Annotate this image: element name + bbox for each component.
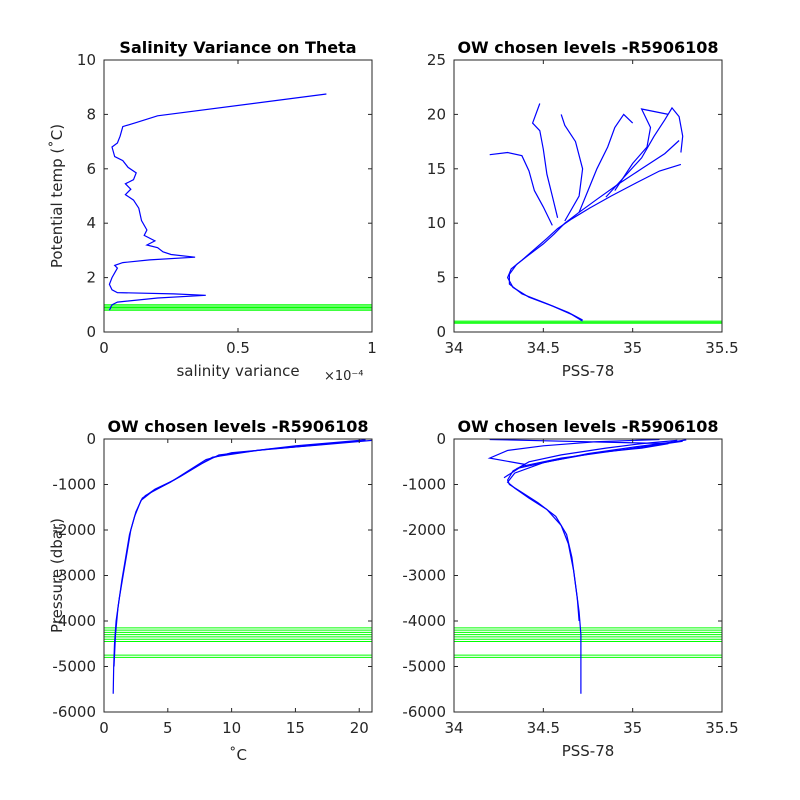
series-line (489, 151, 553, 226)
y-tick-label: -5000 (52, 658, 96, 676)
x-axis-label: ˚C (229, 746, 247, 764)
y-tick-label: -5000 (402, 658, 446, 676)
y-tick-label: -4000 (402, 612, 446, 630)
series-lines (112, 439, 373, 694)
panel-salinity-pressure: 34 34.5 35 35.5 -6000 -5000 -4000 -3000 -2000 -1… (402, 417, 738, 760)
x-tick-label: 34 (444, 719, 463, 737)
y-ticks: 0 5 10 15 20 25 (427, 51, 722, 341)
series-line (614, 108, 669, 191)
axes-box (453, 438, 723, 713)
series-line (487, 438, 660, 466)
x-ticks: 34 34.5 35 35.5 (444, 60, 739, 357)
series-line (531, 103, 559, 218)
hlines-chosen-levels (454, 320, 722, 324)
y-tick-label: 8 (86, 105, 96, 123)
x-ticks: 0 5 10 15 20 (99, 439, 369, 737)
x-tick-label: 0 (99, 719, 109, 737)
x-ticks: 0 0.5 1 (99, 60, 377, 357)
panel-salinity-theta: 34 34.5 35 35.5 0 5 10 15 20 25 OW chosen levels… (427, 38, 739, 380)
x-tick-label: 35.5 (705, 339, 738, 357)
y-tick-label: -3000 (52, 567, 96, 585)
y-tick-label: -1000 (52, 476, 96, 494)
y-tick-label: 25 (427, 51, 446, 69)
y-tick-label: 6 (86, 160, 96, 178)
y-ticks: -6000 -5000 -4000 -3000 -2000 -1000 0 (402, 430, 722, 721)
series-line (144, 439, 373, 497)
y-tick-label: -2000 (402, 521, 446, 539)
chart-title: OW chosen levels -R5906108 (457, 38, 718, 57)
x-tick-label: 1 (367, 339, 377, 357)
x-tick-label: 35 (623, 719, 642, 737)
series-line (605, 106, 684, 198)
y-tick-label: 5 (436, 269, 446, 287)
y-tick-label: -6000 (402, 703, 446, 721)
series-line (506, 439, 678, 694)
y-tick-label: 15 (427, 160, 446, 178)
y-axis-label: Pressure (dbar) (48, 518, 66, 633)
hlines-chosen-levels (104, 304, 372, 311)
x-tick-label: 10 (222, 719, 241, 737)
y-tick-label: -6000 (52, 703, 96, 721)
y-tick-label: 20 (427, 105, 446, 123)
chart-title: Salinity Variance on Theta (119, 38, 356, 57)
x-tick-label: 5 (163, 719, 173, 737)
hlines-chosen-levels (104, 627, 372, 658)
series-line (560, 114, 584, 222)
x-tick-label: 35.5 (705, 719, 738, 737)
x-axis-label: salinity variance (176, 362, 299, 380)
y-tick-label: 0 (86, 430, 96, 448)
y-ticks: 0 2 4 6 8 10 (77, 51, 372, 341)
y-tick-label: -2000 (52, 521, 96, 539)
x-axis-exponent: ×10⁻⁴ (324, 369, 364, 384)
y-tick-label: 10 (77, 51, 96, 69)
y-tick-label: 0 (436, 430, 446, 448)
x-tick-label: 0 (99, 339, 109, 357)
y-ticks: -6000 -5000 -4000 -3000 -2000 -1000 0 (52, 430, 372, 721)
y-tick-label: -1000 (402, 476, 446, 494)
x-tick-label: 15 (286, 719, 305, 737)
y-tick-label: 0 (436, 323, 446, 341)
series-line (503, 440, 683, 479)
x-tick-label: 20 (350, 719, 369, 737)
series-lines (489, 103, 684, 322)
x-tick-label: 34.5 (527, 719, 560, 737)
y-tick-label: 2 (86, 269, 96, 287)
x-tick-label: 35 (623, 339, 642, 357)
y-tick-label: 0 (86, 323, 96, 341)
series-line (108, 93, 327, 311)
y-tick-label: -3000 (402, 567, 446, 585)
hlines-chosen-levels (454, 627, 722, 658)
series-line (506, 439, 687, 622)
axes-box (103, 59, 373, 333)
chart-title: OW chosen levels -R5906108 (107, 417, 368, 436)
series-line (112, 439, 366, 694)
y-tick-label: -4000 (52, 612, 96, 630)
series-line (489, 438, 669, 470)
x-tick-label: 0.5 (226, 339, 250, 357)
series-line (578, 113, 634, 213)
x-tick-label: 34 (444, 339, 463, 357)
y-axis-label: Potential temp (˚C) (48, 124, 66, 268)
chart-title: OW chosen levels -R5906108 (457, 417, 718, 436)
axes-box (453, 59, 723, 333)
axes-box (103, 438, 373, 713)
y-tick-label: 4 (86, 214, 96, 232)
panel-temperature-pressure: 0 5 10 15 20 -6000-5000-4000-3000-2000-10000… (48, 417, 373, 764)
series-line (508, 140, 680, 321)
x-ticks: 34 34.5 35 35.5 (444, 439, 739, 737)
y-tick-label: 10 (427, 214, 446, 232)
x-axis-label: PSS-78 (562, 362, 615, 380)
x-tick-label: 34.5 (527, 339, 560, 357)
series-lines (108, 93, 327, 311)
series-lines (487, 438, 687, 694)
x-axis-label: PSS-78 (562, 742, 615, 760)
